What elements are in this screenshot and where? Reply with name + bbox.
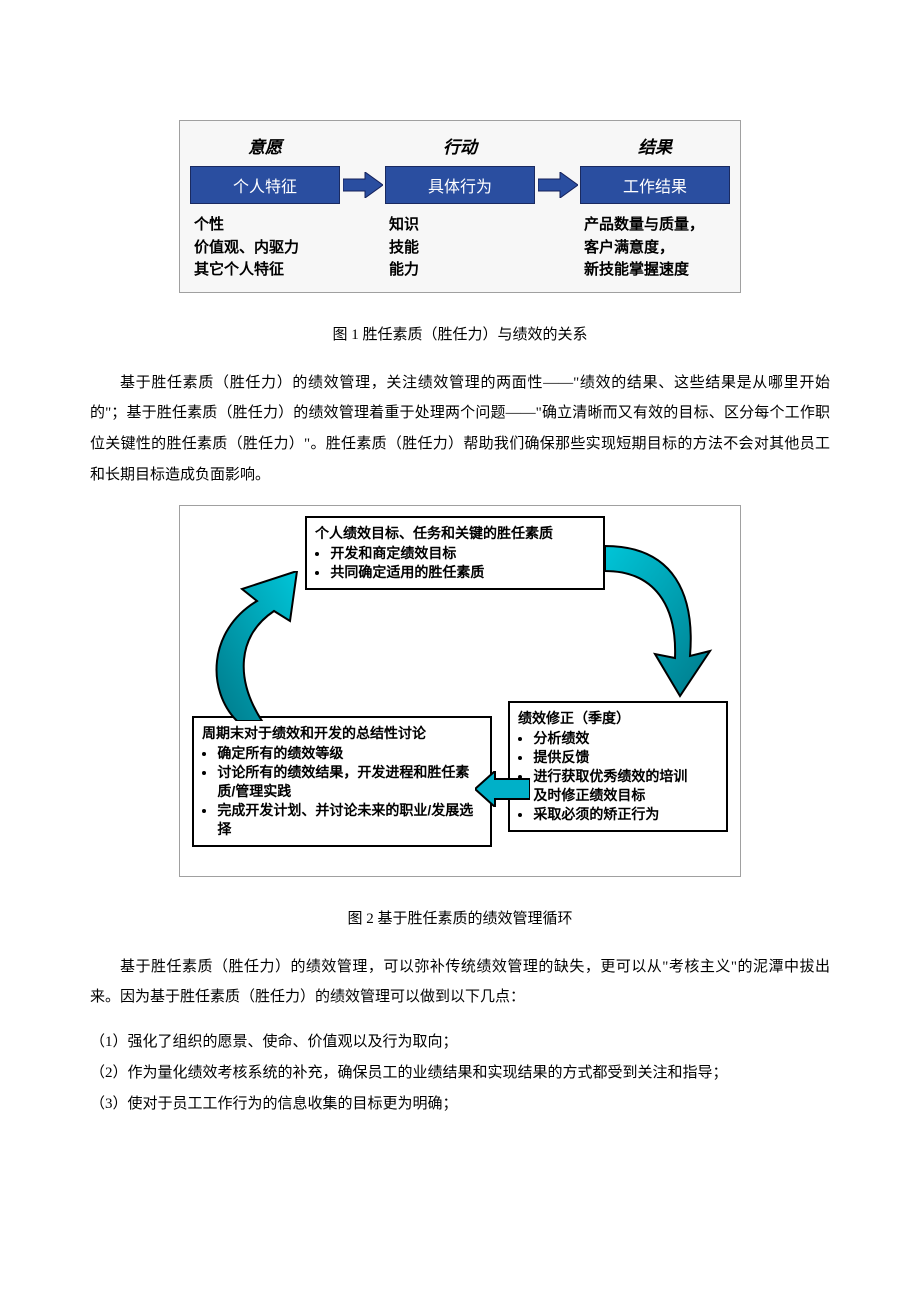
arrow-right-icon xyxy=(343,172,383,198)
cycle-left-item: 确定所有的绩效等级 xyxy=(217,744,482,763)
paragraph-2: 基于胜任素质（胜任力）的绩效管理，可以弥补传统绩效管理的缺失，更可以从"考核主义… xyxy=(90,952,830,1014)
fig1-head-3: 结果 xyxy=(580,133,730,158)
fig1-box-1: 个人特征 xyxy=(190,166,340,204)
cycle-right-title: 绩效修正（季度） xyxy=(518,709,718,728)
list-item-1: （1）强化了组织的愿景、使命、价值观以及行为取向； xyxy=(90,1027,830,1058)
curved-arrow-icon xyxy=(595,536,715,701)
paragraph-1: 基于胜任素质（胜任力）的绩效管理，关注绩效管理的两面性——"绩效的结果、这些结果… xyxy=(90,368,830,491)
fig1-head-2: 行动 xyxy=(385,133,535,158)
fig1-box-2: 具体行为 xyxy=(385,166,535,204)
list-item-3: （3）使对于员工工作行为的信息收集的目标更为明确； xyxy=(90,1089,830,1120)
arrow-right-icon xyxy=(538,172,578,198)
fig1-box-3: 工作结果 xyxy=(580,166,730,204)
figure-1: 意愿 行动 结果 个人特征 具体行为 xyxy=(179,120,741,293)
fig1-head-1: 意愿 xyxy=(190,133,340,158)
cycle-box-left: 周期末对于绩效和开发的总结性讨论 确定所有的绩效等级 讨论所有的绩效结果，开发进… xyxy=(192,716,492,847)
cycle-left-item: 讨论所有的绩效结果，开发进程和胜任素质/管理实践 xyxy=(217,763,482,801)
cycle-box-top: 个人绩效目标、任务和关键的胜任素质 开发和商定绩效目标 共同确定适用的胜任素质 xyxy=(305,516,605,591)
cycle-right-item: 及时修正绩效目标 xyxy=(533,786,718,805)
cycle-top-item: 开发和商定绩效目标 xyxy=(330,544,595,563)
cycle-left-title: 周期末对于绩效和开发的总结性讨论 xyxy=(202,724,482,743)
cycle-top-item: 共同确定适用的胜任素质 xyxy=(330,563,595,582)
fig1-sub-3: 产品数量与质量， 客户满意度， 新技能掌握速度 xyxy=(580,214,730,282)
cycle-box-right: 绩效修正（季度） 分析绩效 提供反馈 进行获取优秀绩效的培训 及时修正绩效目标 … xyxy=(508,701,728,832)
cycle-top-title: 个人绩效目标、任务和关键的胜任素质 xyxy=(315,524,595,543)
figure-1-caption: 图 1 胜任素质（胜任力）与绩效的关系 xyxy=(90,323,830,344)
cycle-right-item: 分析绩效 xyxy=(533,729,718,748)
arrow-left-icon xyxy=(475,771,530,807)
fig1-sub-2: 知识 技能 能力 xyxy=(385,214,535,282)
fig1-sub-1: 个性 价值观、内驱力 其它个人特征 xyxy=(190,214,340,282)
curved-arrow-icon xyxy=(202,571,312,721)
figure-2: 个人绩效目标、任务和关键的胜任素质 开发和商定绩效目标 共同确定适用的胜任素质 … xyxy=(179,505,741,877)
cycle-right-item: 采取必须的矫正行为 xyxy=(533,805,718,824)
list-item-2: （2）作为量化绩效考核系统的补充，确保员工的业绩结果和实现结果的方式都受到关注和… xyxy=(90,1058,830,1089)
cycle-right-item: 进行获取优秀绩效的培训 xyxy=(533,767,718,786)
cycle-right-item: 提供反馈 xyxy=(533,748,718,767)
figure-2-caption: 图 2 基于胜任素质的绩效管理循环 xyxy=(90,907,830,928)
cycle-left-item: 完成开发计划、并讨论未来的职业/发展选择 xyxy=(217,801,482,839)
